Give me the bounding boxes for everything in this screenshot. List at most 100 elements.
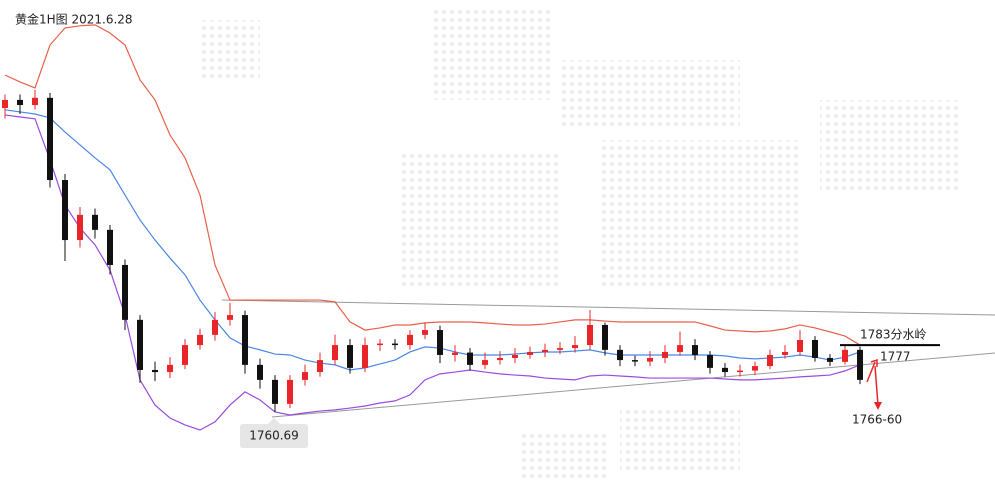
candle [167, 357, 173, 379]
level-label: 1783分水岭 [860, 328, 927, 342]
candle-body [287, 379, 293, 404]
arrow-head [874, 402, 882, 410]
candle-body [677, 345, 683, 352]
candle [182, 339, 188, 370]
candle [707, 351, 713, 374]
candle [122, 259, 128, 331]
candle-body [542, 349, 548, 352]
candle-body [182, 345, 188, 365]
candle-body [752, 366, 758, 371]
candle-body [347, 345, 353, 368]
candle [737, 364, 743, 377]
arrow-down [874, 365, 879, 406]
candle-body [707, 354, 713, 368]
map-dots [600, 140, 800, 290]
candle-body [107, 229, 113, 265]
candle [557, 342, 563, 355]
background-map [200, 10, 960, 480]
candle-body [632, 360, 638, 362]
candle [302, 364, 308, 386]
candle [632, 355, 638, 367]
candle [797, 330, 803, 356]
candle [617, 345, 623, 367]
candle [62, 174, 68, 262]
trend-line-upper [221, 299, 995, 316]
candle [767, 349, 773, 370]
candle [512, 348, 518, 364]
candle-body [827, 357, 833, 362]
candle [17, 94, 23, 115]
candle [407, 330, 413, 350]
map-dots [200, 20, 260, 80]
candle [392, 339, 398, 350]
candle-body [572, 345, 578, 349]
candle-body [467, 352, 473, 365]
candle [437, 325, 443, 364]
candle-body [647, 357, 653, 362]
candle-body [737, 370, 743, 373]
candle [662, 345, 668, 364]
candle [722, 363, 728, 377]
map-dots [620, 410, 740, 470]
candle [227, 303, 233, 326]
candle-body [302, 372, 308, 380]
candle [482, 352, 488, 370]
candle [692, 339, 698, 361]
candle [242, 310, 248, 374]
candle-body [587, 324, 593, 346]
candle [827, 354, 833, 367]
candle-body [452, 352, 458, 355]
candle-body [122, 264, 128, 320]
candle [602, 322, 608, 356]
candle [587, 309, 593, 350]
target-label: 1766-60 [852, 413, 902, 427]
candle-body [617, 349, 623, 361]
arrows [866, 358, 882, 410]
candle-body [722, 367, 728, 373]
candle-body [512, 354, 518, 358]
candle [347, 339, 353, 374]
candle [677, 331, 683, 356]
candle [842, 345, 848, 365]
candle [752, 361, 758, 376]
map-dots [520, 430, 610, 480]
candle [197, 328, 203, 350]
candle-body [62, 180, 68, 241]
candle-body [602, 324, 608, 350]
arrow-head [870, 358, 878, 367]
candle [107, 225, 113, 275]
candle [362, 337, 368, 373]
candle-body [527, 351, 533, 355]
candle-body [857, 349, 863, 380]
candle-body [17, 99, 23, 106]
candle [272, 375, 278, 412]
band-line [4, 24, 861, 346]
candle [812, 336, 818, 362]
candle-body [272, 379, 278, 404]
candle-body [227, 315, 233, 320]
candle [287, 375, 293, 409]
candle-body [767, 354, 773, 367]
candle [467, 348, 473, 371]
band-line [4, 114, 861, 431]
candle-body [47, 97, 53, 181]
candle-body [317, 360, 323, 373]
candle [212, 312, 218, 341]
candle-body [2, 99, 8, 109]
candle [422, 322, 428, 340]
map-dots [560, 60, 740, 130]
candle [782, 345, 788, 359]
candle-body [137, 319, 143, 370]
candle-body [257, 364, 263, 380]
candle-body [197, 334, 203, 346]
candle-body [422, 330, 428, 335]
candle-body [77, 214, 83, 241]
candle-body [377, 343, 383, 346]
candle-body [332, 345, 338, 361]
candle [32, 90, 38, 110]
map-dots [430, 10, 550, 100]
candle [2, 94, 8, 119]
band-line [4, 109, 861, 371]
candle-body [692, 345, 698, 355]
